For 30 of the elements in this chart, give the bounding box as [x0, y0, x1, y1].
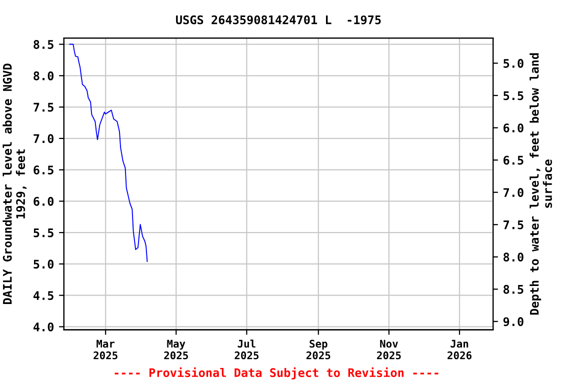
line-series — [69, 44, 148, 262]
x-tick-label: Nov 2025 — [377, 340, 401, 360]
y-tick-label: 6.5 — [34, 166, 54, 174]
y-tick-label: 7.5 — [34, 102, 54, 112]
y2-axis-title: Depth to water level, feet below land surface — [530, 53, 552, 315]
y-tick-label: 5.5 — [34, 228, 54, 238]
y2-tick-label: 9.0 — [503, 317, 524, 326]
y-axis-title: DAILY Groundwater level above NGVD 1929, feet — [2, 64, 27, 304]
y2-tick-label: 8.0 — [504, 252, 524, 262]
x-tick-label: Jan 2026 — [448, 340, 472, 360]
text: ---- Provisional Data Subject to Revision ---- — [114, 367, 438, 380]
y2-tick-label: 8.5 — [504, 284, 524, 294]
y-tick-label: 4.5 — [33, 291, 54, 300]
y2-tick-label: 5.5 — [504, 91, 524, 100]
y-tick-label: 5.0 — [34, 260, 54, 269]
x-tick-label: Jul 2025 — [234, 340, 259, 360]
y2-tick-label: 6.0 — [504, 123, 524, 132]
y-tick-label: 4.0 — [33, 322, 54, 332]
x-tick-label: May 2025 — [164, 340, 188, 360]
chart-title: USGS 264359081424701 L -1975 — [176, 15, 381, 24]
y-tick-label: 8.0 — [34, 71, 54, 80]
x-tick-label: Sep 2025 — [306, 340, 330, 360]
y-tick-label: 8.5 — [34, 40, 54, 49]
y2-tick-label: 6.5 — [504, 156, 524, 165]
y-tick-label: 7.0 — [34, 134, 54, 144]
y2-tick-label: 7.0 — [504, 188, 524, 197]
x-tick-label: Mar 2025 — [94, 340, 118, 360]
y2-tick-label: 7.5 — [504, 220, 524, 230]
y-tick-label: 6.0 — [34, 196, 54, 206]
y2-tick-label: 5.0 — [504, 58, 524, 68]
